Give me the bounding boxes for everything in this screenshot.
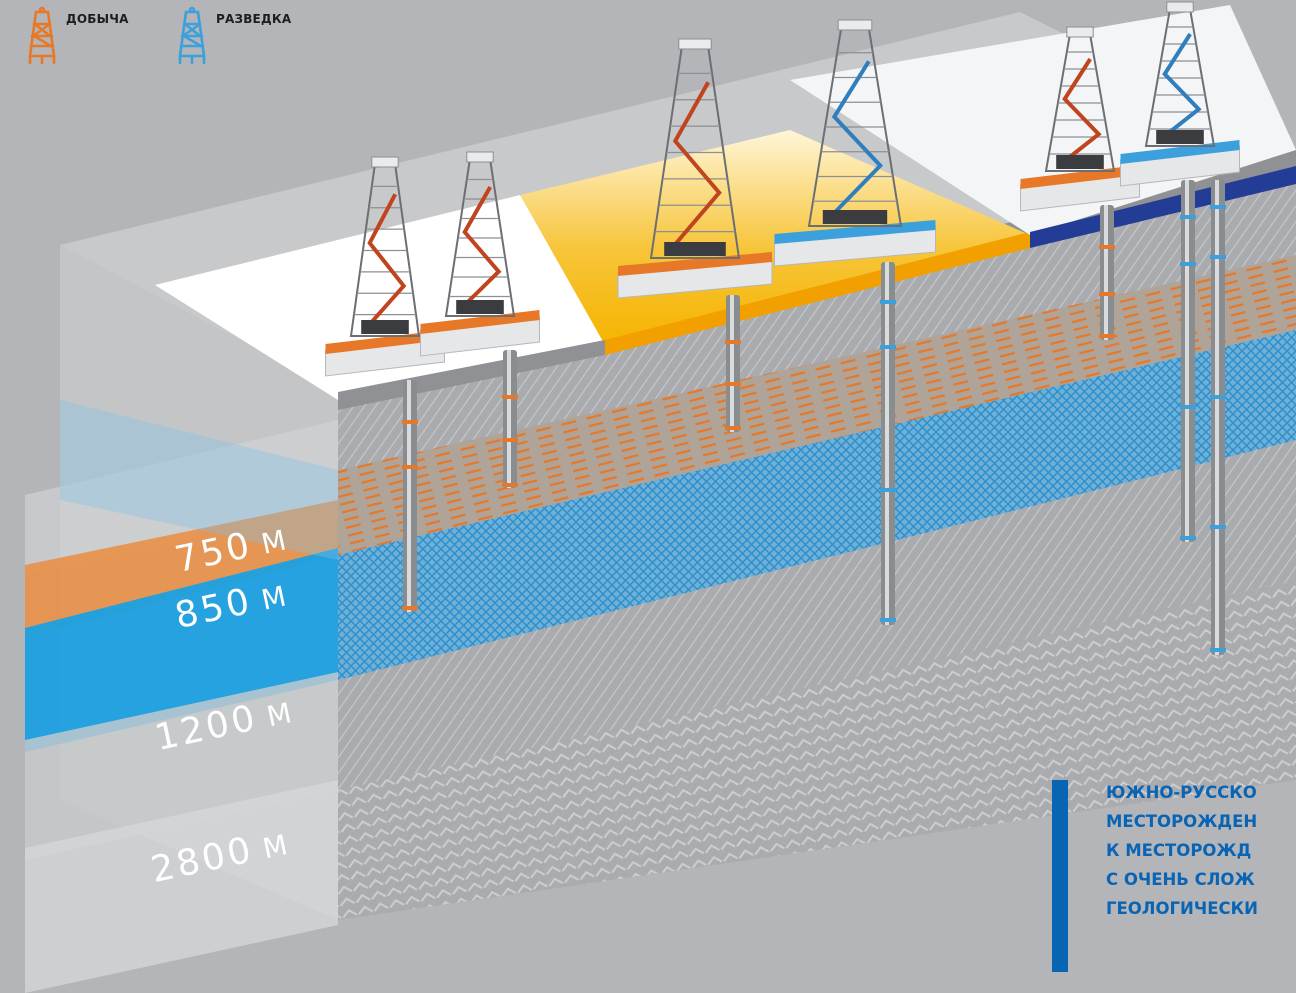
production-well (502, 350, 518, 488)
rigs-group (325, 1, 1240, 377)
exploration-rig (774, 19, 936, 267)
exploration-well (1180, 180, 1196, 542)
production-rig (1020, 26, 1140, 212)
left-gray-band-middle (25, 672, 338, 860)
left-gray-band-upper (25, 420, 338, 575)
caption-accent-bar (1052, 780, 1068, 972)
left-pale-blue-haze (60, 400, 338, 560)
exploration-well (1210, 180, 1226, 655)
legend-exploration-label: РАЗВЕДКА (216, 12, 292, 26)
pad-navy-edge (1030, 166, 1296, 248)
exploration-well (880, 262, 896, 625)
pad-yellow-edge (605, 232, 1030, 355)
stratum-orange-dashes (338, 255, 1296, 555)
production-well (725, 295, 741, 432)
left-orange-band (25, 500, 338, 638)
stratum-blue-mesh (338, 330, 1296, 680)
caption-line: МЕСТОРОЖДЕН (1106, 812, 1258, 831)
production-well (1099, 205, 1115, 340)
legend-production: ДОБЫЧА (24, 6, 129, 64)
legend-production-label: ДОБЫЧА (66, 12, 129, 26)
production-rig-icon (28, 6, 56, 64)
production-rig (325, 156, 445, 377)
caption-line: ГЕОЛОГИЧЕСКИ (1106, 899, 1258, 918)
wells-group (402, 180, 1226, 655)
caption-line: К МЕСТОРОЖД (1106, 841, 1252, 860)
pad-white-left (155, 195, 605, 400)
left-blue-band (25, 548, 338, 752)
legend-exploration: РАЗВЕДКА (174, 6, 291, 64)
caption-text: ЮЖНО-РУССКО МЕСТОРОЖДЕН К МЕСТОРОЖД С ОЧ… (1106, 778, 1296, 923)
exploration-rig (1120, 1, 1240, 187)
caption-line: ЮЖНО-РУССКО (1106, 783, 1257, 802)
production-well (402, 380, 418, 612)
production-rig (420, 151, 540, 357)
production-rig (617, 38, 773, 299)
caption-line: С ОЧЕНЬ СЛОЖ (1106, 870, 1255, 889)
exploration-rig-icon (178, 6, 206, 64)
stratum-deep-chevrons (338, 580, 1296, 920)
left-gray-band-lower (25, 780, 338, 993)
